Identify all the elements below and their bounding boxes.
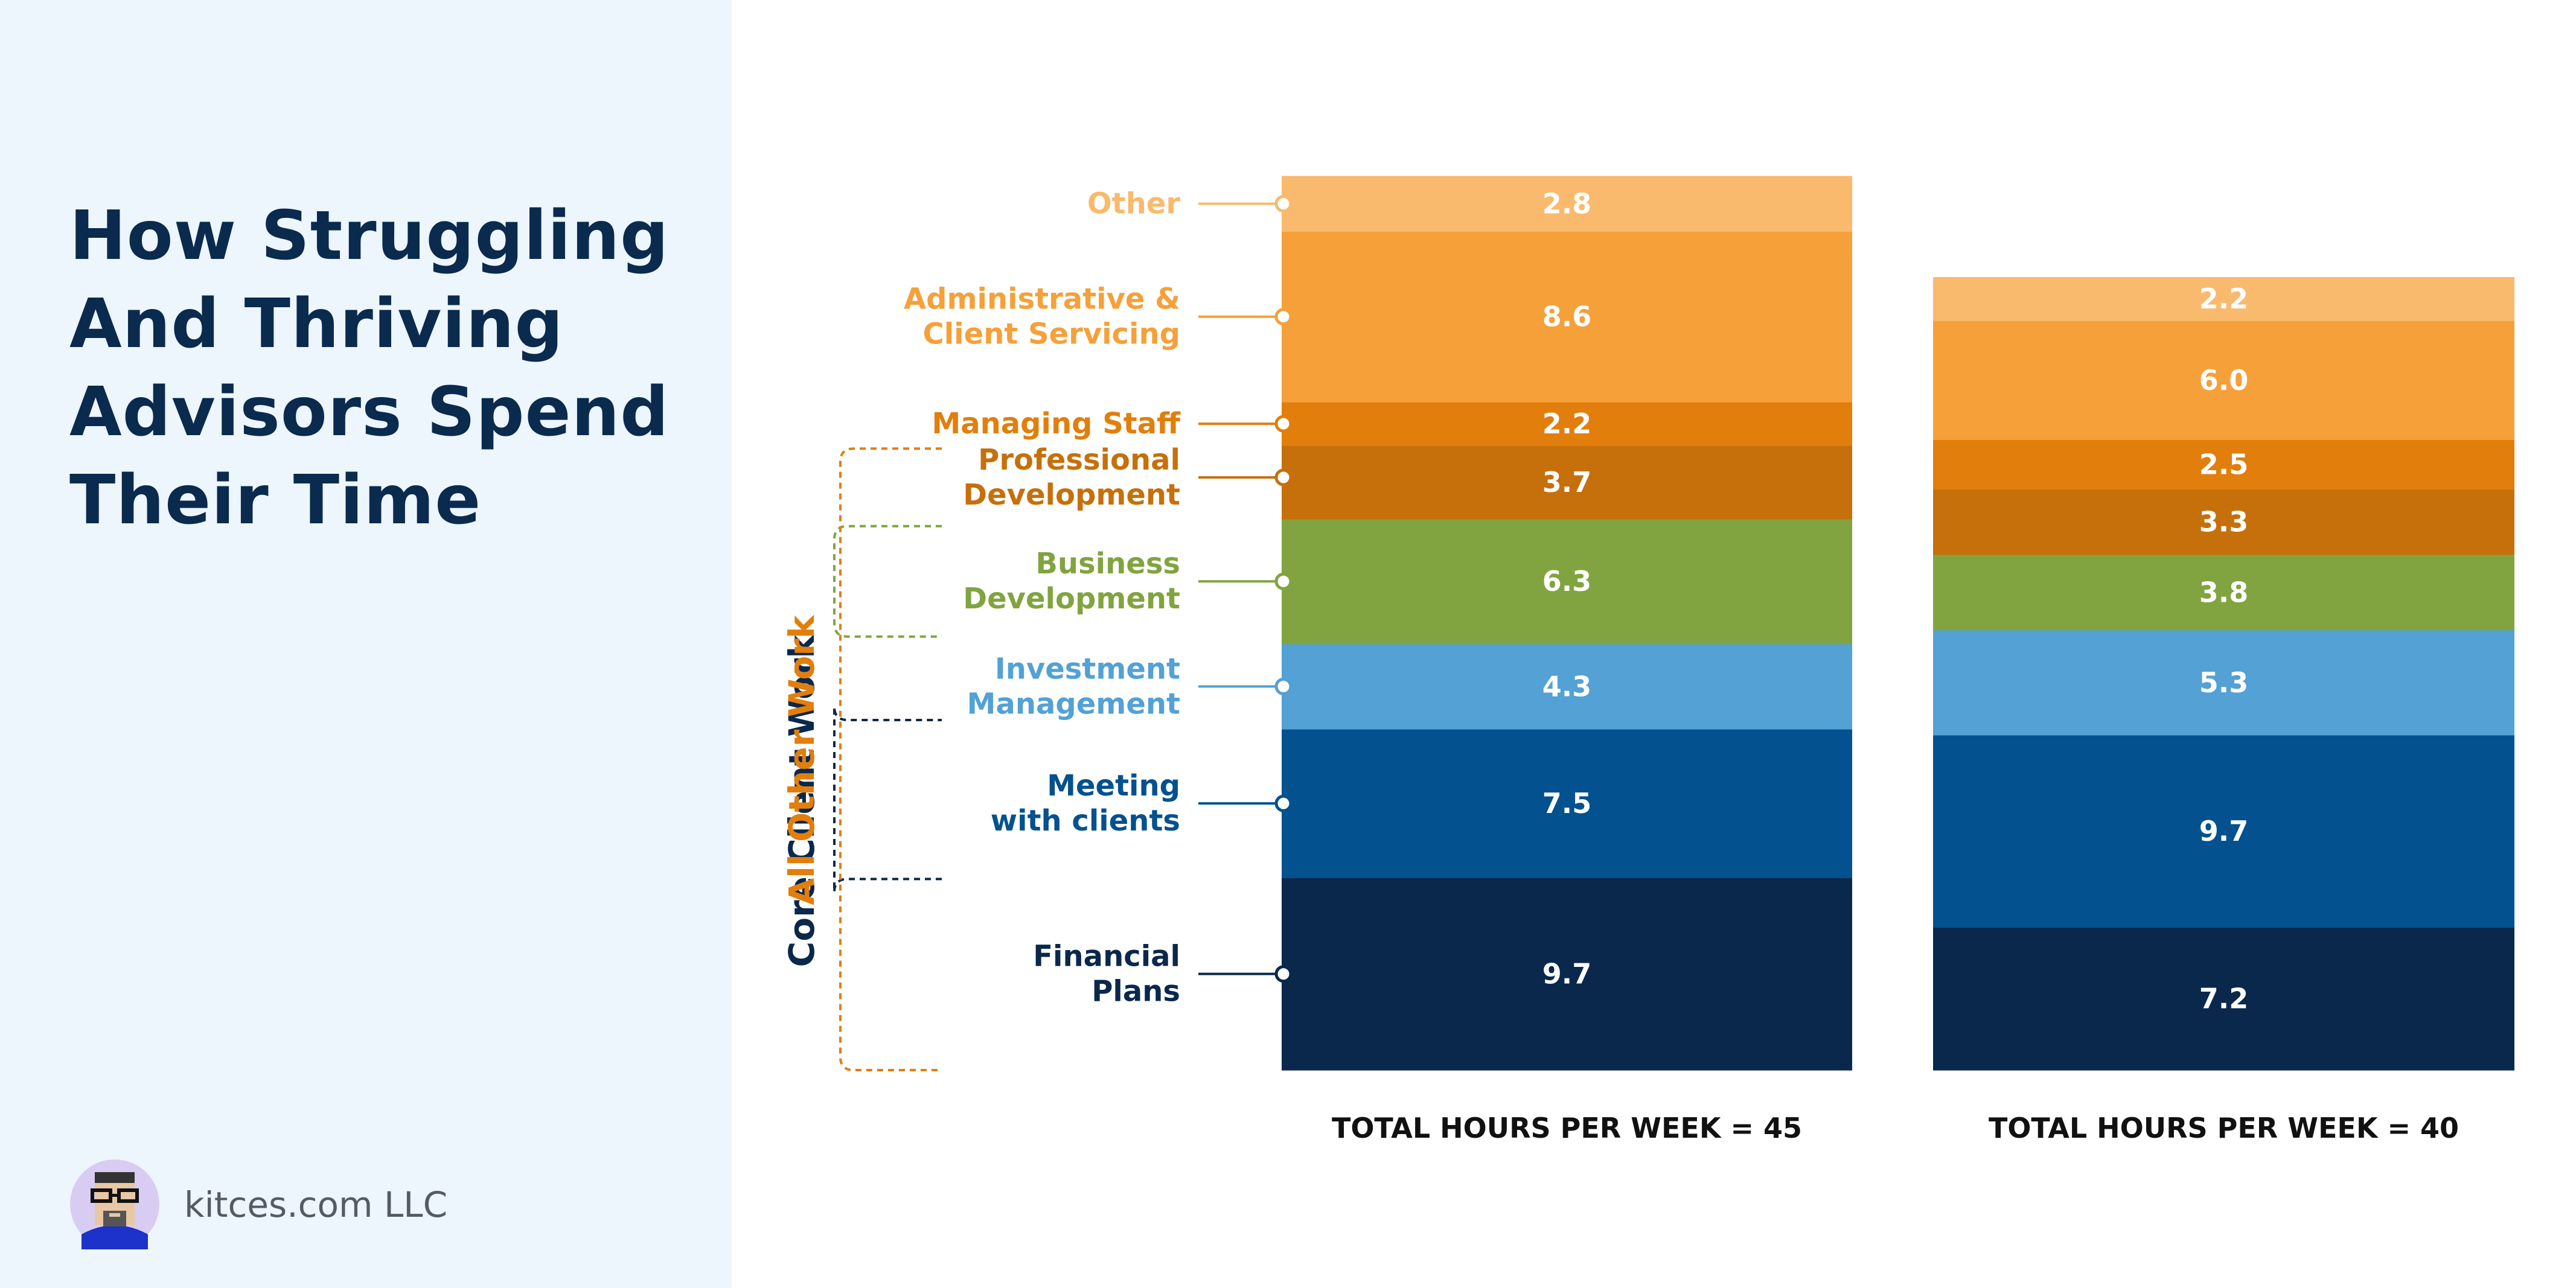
segment-value-label: 4.3 [1542, 670, 1592, 703]
bar-segment [1282, 878, 1852, 1071]
business-development-bracket [833, 524, 942, 638]
total-hours-label: TOTAL HOURS PER WEEK = 40 [1989, 1112, 2459, 1144]
pixel-avatar-icon [70, 1159, 159, 1249]
segment-value-label: 6.3 [1542, 565, 1592, 598]
bar-segment [1933, 277, 2514, 321]
category-label: Business Development [963, 547, 1180, 616]
segment-value-label: 5.3 [2199, 666, 2249, 699]
connector-dot [1274, 677, 1293, 695]
category-label: Financial Plans [1033, 940, 1180, 1009]
segment-value-label: 9.7 [2199, 815, 2249, 847]
bar-segment [1933, 554, 2514, 631]
category-label: Investment Management [967, 652, 1180, 721]
segment-value-label: 3.8 [2199, 576, 2249, 608]
group-label-core-client-work: Core Client Work [781, 634, 822, 968]
segment-value-label: 3.7 [1542, 466, 1592, 499]
category-label: Meeting with clients [991, 769, 1180, 838]
segment-value-label: 8.6 [1542, 301, 1592, 333]
title-panel: How Struggling And Thriving Advisors Spe… [0, 0, 732, 1288]
bar-segment [1282, 728, 1852, 878]
total-hours-label: TOTAL HOURS PER WEEK = 45 [1332, 1112, 1802, 1144]
bar-segment [1282, 518, 1852, 645]
segment-value-label: 2.5 [2199, 448, 2249, 480]
segment-value-label: 6.0 [2199, 364, 2249, 397]
category-label: Administrative & Client Servicing [904, 282, 1180, 351]
segment-value-label: 9.7 [1542, 958, 1592, 990]
bar-segment [1282, 445, 1852, 520]
connector-dot [1274, 415, 1293, 433]
bar-segment [1933, 439, 2514, 490]
footer-text: kitces.com LLC [184, 1184, 448, 1225]
category-label: Professional Development [963, 443, 1180, 512]
bar-segment [1933, 489, 2514, 555]
category-label: Other [1087, 187, 1180, 220]
connector-dot [1274, 572, 1293, 590]
segment-value-label: 2.8 [1542, 187, 1592, 220]
core-client-work-bracket [833, 706, 942, 893]
bar-segment [1282, 643, 1852, 730]
connector-dot [1274, 308, 1293, 326]
group-label-all-other-work: All Other Work [781, 614, 822, 905]
segment-value-label: 7.5 [1542, 787, 1592, 820]
bar-segment [1282, 401, 1852, 446]
connector-dot [1274, 794, 1293, 812]
connector-dot [1274, 194, 1293, 212]
segment-value-label: 2.2 [2199, 282, 2249, 315]
bar-segment [1933, 630, 2514, 736]
page-title: How Struggling And Thriving Advisors Spe… [69, 197, 670, 540]
segment-value-label: 3.3 [2199, 506, 2249, 538]
segment-value-label: 7.2 [2199, 983, 2249, 1015]
bar-segment [1933, 320, 2514, 440]
category-label: Managing Staff [932, 407, 1181, 441]
connector-dot [1274, 965, 1293, 983]
bar-segment [1282, 176, 1852, 232]
segment-value-label: 2.2 [1542, 407, 1592, 440]
bar-segment [1282, 231, 1852, 403]
connector-dot [1274, 468, 1293, 486]
all-other-work-bracket [839, 447, 942, 1071]
bar-segment [1933, 735, 2514, 928]
bar-segment [1933, 927, 2514, 1071]
